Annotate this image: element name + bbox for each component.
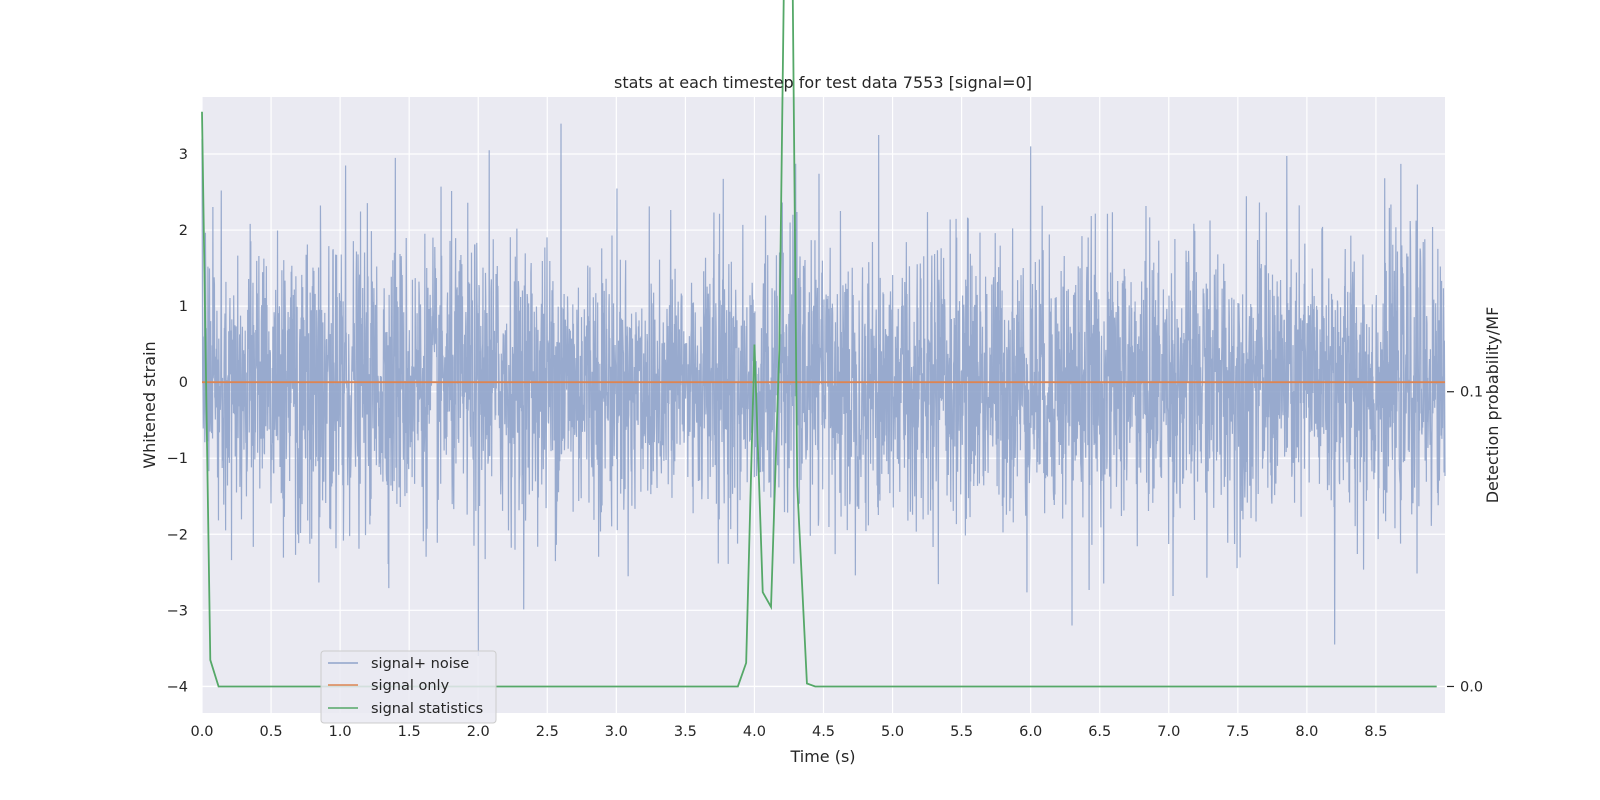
chart-title: stats at each timestep for test data 755… bbox=[614, 73, 1032, 92]
legend-label-signal-only: signal only bbox=[371, 678, 450, 694]
x-tick-label: 7.5 bbox=[1226, 724, 1249, 740]
x-tick-label: 4.5 bbox=[812, 724, 835, 740]
series-signal-noise bbox=[201, 123, 1446, 656]
x-tick-label: 5.0 bbox=[881, 724, 904, 740]
x-axis-label: Time (s) bbox=[789, 747, 855, 766]
x-tick-label: 7.0 bbox=[1157, 724, 1180, 740]
x-tick-label: 0.0 bbox=[190, 724, 213, 740]
legend-label-signal-noise: signal+ noise bbox=[371, 656, 469, 672]
x-tick-label: 2.0 bbox=[467, 724, 490, 740]
x-tick-label: 3.0 bbox=[605, 724, 628, 740]
legend: signal+ noise signal only signal statist… bbox=[320, 650, 497, 724]
y-right-tick-label: 0.0 bbox=[1460, 679, 1483, 695]
legend-label-signal-statistics: signal statistics bbox=[371, 701, 483, 717]
y-axis-right: 0.1 0.0 bbox=[1447, 385, 1483, 695]
y-tick-label: −3 bbox=[167, 603, 188, 619]
x-tick-label: 6.5 bbox=[1088, 724, 1111, 740]
x-tick-label: 8.0 bbox=[1295, 724, 1318, 740]
x-tick-label: 1.0 bbox=[329, 724, 352, 740]
y-tick-label: 2 bbox=[179, 223, 188, 239]
x-tick-label: 5.5 bbox=[950, 724, 973, 740]
series-signal-statistics bbox=[201, 0, 1437, 688]
y-tick-label: −2 bbox=[167, 527, 188, 543]
y-tick-label: −4 bbox=[167, 679, 188, 695]
x-tick-label: 4.0 bbox=[743, 724, 766, 740]
x-tick-label: 1.5 bbox=[398, 724, 421, 740]
y-right-tick-label: 0.1 bbox=[1460, 385, 1483, 401]
y-axis-right-label: Detection probability/MF bbox=[1483, 307, 1502, 504]
signal-statistics-line bbox=[201, 0, 1437, 688]
legend-box bbox=[320, 650, 497, 724]
x-axis: 0.0 0.5 1.0 1.5 2.0 2.5 3.0 3.5 4.0 4.5 5.0 5.5 6.0 6… bbox=[190, 724, 1387, 740]
y-axis-left: 3 2 1 0 −1 −2 −3 −4 bbox=[167, 147, 188, 695]
y-tick-label: 3 bbox=[179, 147, 188, 163]
x-tick-label: 6.0 bbox=[1019, 724, 1042, 740]
y-tick-label: 1 bbox=[179, 299, 188, 315]
y-axis-label: Whitened strain bbox=[140, 341, 159, 468]
x-tick-label: 0.5 bbox=[260, 724, 283, 740]
y-tick-label: 0 bbox=[179, 375, 188, 391]
signal-noise-line bbox=[201, 123, 1446, 656]
x-tick-label: 8.5 bbox=[1364, 724, 1387, 740]
x-tick-label: 2.5 bbox=[536, 724, 559, 740]
x-tick-label: 3.5 bbox=[674, 724, 697, 740]
y-tick-label: −1 bbox=[167, 451, 188, 467]
